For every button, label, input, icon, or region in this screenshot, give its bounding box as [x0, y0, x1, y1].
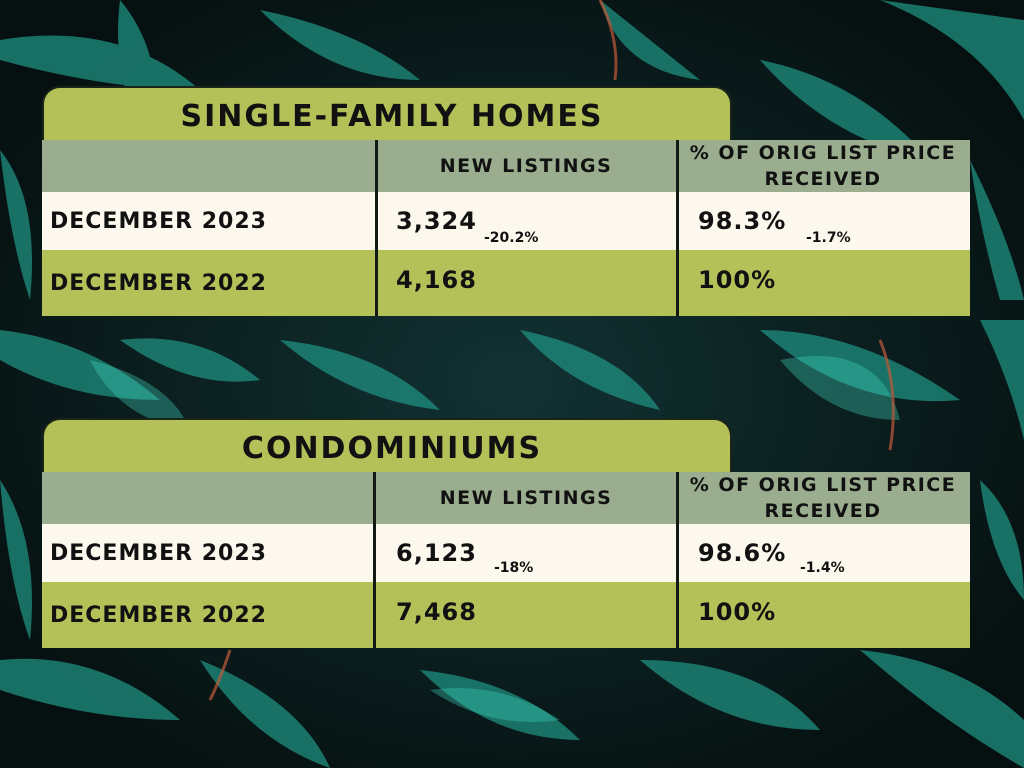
header-pct-orig-list-price: % OF ORIG LIST PRICE RECEIVED — [689, 142, 957, 190]
row-label: DECEMBER 2023 — [50, 208, 267, 234]
table-header-row: NEW LISTINGS % OF ORIG LIST PRICE RECEIV… — [42, 140, 970, 192]
table-row: DECEMBER 2022 4,168 100% — [42, 250, 970, 316]
section-title: SINGLE-FAMILY HOMES — [42, 86, 732, 144]
table-header-row: NEW LISTINGS % OF ORIG LIST PRICE RECEIV… — [42, 472, 970, 524]
column-divider — [676, 140, 679, 316]
new-listings-value: 6,123 — [396, 539, 477, 567]
column-divider — [373, 472, 376, 648]
row-label: DECEMBER 2022 — [50, 270, 267, 296]
condominiums-section: CONDOMINIUMS NEW LISTINGS % OF ORIG LIST… — [42, 418, 970, 650]
column-divider — [375, 140, 378, 316]
row-label: DECEMBER 2022 — [50, 602, 267, 628]
new-listings-cell: 3,324 -20.2% — [376, 192, 676, 250]
new-listings-value: 3,324 — [396, 207, 477, 235]
section-title: CONDOMINIUMS — [42, 418, 732, 476]
header-new-listings: NEW LISTINGS — [439, 155, 613, 177]
new-listings-value: 7,468 — [396, 598, 477, 626]
row-label: DECEMBER 2023 — [50, 540, 267, 566]
pct-orig-list-value: 98.3% — [698, 207, 787, 235]
new-listings-cell: 7,468 — [376, 582, 676, 648]
pct-orig-list-cell: 98.6% -1.4% — [676, 524, 970, 582]
pct-orig-list-cell: 100% — [676, 250, 970, 316]
table-row: DECEMBER 2023 6,123 -18% 98.6% -1.4% — [42, 524, 970, 582]
column-divider — [676, 472, 679, 648]
pct-orig-list-cell: 98.3% -1.7% — [676, 192, 970, 250]
new-listings-cell: 6,123 -18% — [376, 524, 676, 582]
pct-orig-list-cell: 100% — [676, 582, 970, 648]
new-listings-cell: 4,168 — [376, 250, 676, 316]
pct-orig-list-value: 100% — [698, 266, 777, 294]
header-pct-orig-list-price: % OF ORIG LIST PRICE RECEIVED — [689, 474, 957, 522]
new-listings-change: -18% — [494, 560, 534, 576]
pct-orig-list-change: -1.7% — [806, 230, 851, 246]
header-new-listings: NEW LISTINGS — [439, 487, 613, 509]
single-family-section: SINGLE-FAMILY HOMES NEW LISTINGS % OF OR… — [42, 86, 970, 318]
pct-orig-list-value: 98.6% — [698, 539, 787, 567]
new-listings-change: -20.2% — [484, 230, 539, 246]
table-row: DECEMBER 2022 7,468 100% — [42, 582, 970, 648]
pct-orig-list-change: -1.4% — [800, 560, 845, 576]
new-listings-value: 4,168 — [396, 266, 477, 294]
pct-orig-list-value: 100% — [698, 598, 777, 626]
table-row: DECEMBER 2023 3,324 -20.2% 98.3% -1.7% — [42, 192, 970, 250]
